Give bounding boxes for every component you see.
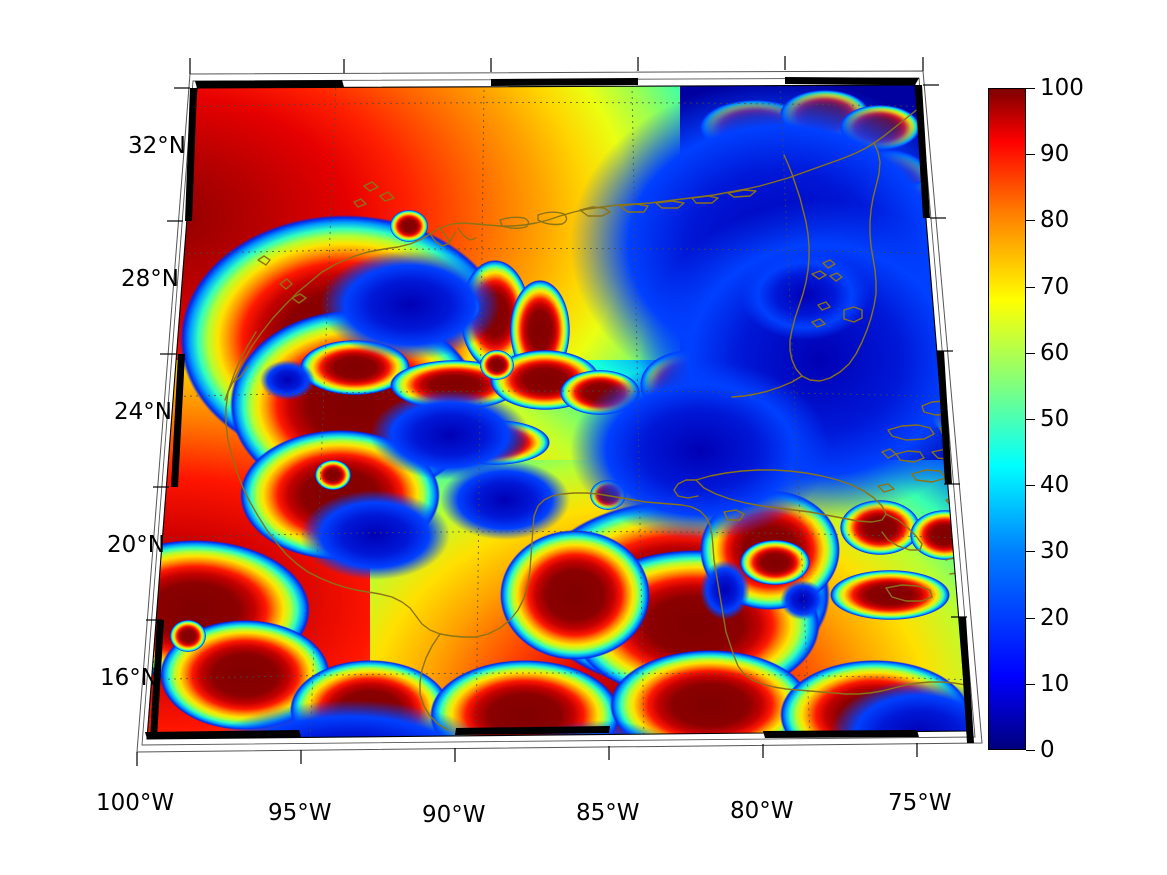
- field-cool-patch: [300, 490, 450, 580]
- field-cool-patch: [320, 250, 500, 360]
- field-hot-patch: [390, 210, 428, 242]
- heatmap-field: [147, 85, 968, 739]
- xtick-label-85w: 85°W: [576, 800, 640, 826]
- xtick-label-90w: 90°W: [422, 802, 486, 828]
- field-cool-patch: [570, 360, 830, 540]
- colorbar[interactable]: 0 10 20 30 40 50 60 70 80 90 100: [988, 75, 1084, 763]
- map-clip-region: [140, 60, 980, 760]
- map-axes[interactable]: 32°N 28°N 24°N 20°N 16°N 100°W 95°W 90°W…: [96, 56, 983, 828]
- colorbar-tick: [1026, 353, 1035, 354]
- xtick-label-80w: 80°W: [730, 798, 794, 824]
- colorbar-tick: [1026, 551, 1035, 552]
- field-hot-patch: [910, 510, 968, 560]
- colorbar-tick: [1026, 419, 1035, 420]
- colorbar-label-100: 100: [1040, 75, 1084, 101]
- field-hot-patch: [170, 620, 206, 652]
- colorbar-gradient: [988, 88, 1026, 750]
- colorbar-tick: [1026, 287, 1035, 288]
- colorbar-label-0: 0: [1040, 737, 1055, 763]
- colorbar-tick: [1026, 220, 1035, 221]
- field-hot-patch: [830, 570, 950, 620]
- colorbar-tick: [1026, 618, 1035, 619]
- field-hot-patch: [480, 350, 514, 380]
- ytick-label-16n: 16°N: [100, 665, 158, 691]
- xtick-label-95w: 95°W: [268, 800, 332, 826]
- colorbar-label-10: 10: [1040, 671, 1070, 697]
- colorbar-tick: [1026, 485, 1035, 486]
- field-cool-patch: [700, 560, 750, 620]
- ytick-label-28n: 28°N: [121, 266, 179, 292]
- colorbar-tick: [1026, 684, 1035, 685]
- field-cool-patch: [740, 250, 870, 340]
- field-cool-patch: [440, 460, 570, 540]
- field-cool-patch: [780, 580, 825, 620]
- colorbar-tick: [1026, 88, 1035, 89]
- field-hot-patch: [500, 530, 650, 660]
- colorbar-tick: [1026, 154, 1035, 155]
- colorbar-label-20: 20: [1040, 605, 1070, 631]
- field-hot-patch: [430, 660, 620, 739]
- colorbar-label-40: 40: [1040, 472, 1070, 498]
- xtick-label-75w: 75°W: [888, 790, 952, 816]
- ytick-label-32n: 32°N: [128, 133, 186, 159]
- field-hot-patch: [315, 460, 351, 490]
- xtick-label-100w: 100°W: [96, 790, 175, 816]
- ytick-label-20n: 20°N: [107, 532, 165, 558]
- colorbar-label-80: 80: [1040, 207, 1070, 233]
- colorbar-label-50: 50: [1040, 406, 1070, 432]
- field-cool-patch: [260, 360, 315, 400]
- colorbar-tick: [1026, 750, 1035, 751]
- colorbar-label-70: 70: [1040, 274, 1070, 300]
- colorbar-label-30: 30: [1040, 538, 1070, 564]
- colorbar-label-90: 90: [1040, 141, 1070, 167]
- field-hot-patch: [740, 540, 810, 585]
- ytick-label-24n: 24°N: [114, 399, 172, 425]
- colorbar-label-60: 60: [1040, 340, 1070, 366]
